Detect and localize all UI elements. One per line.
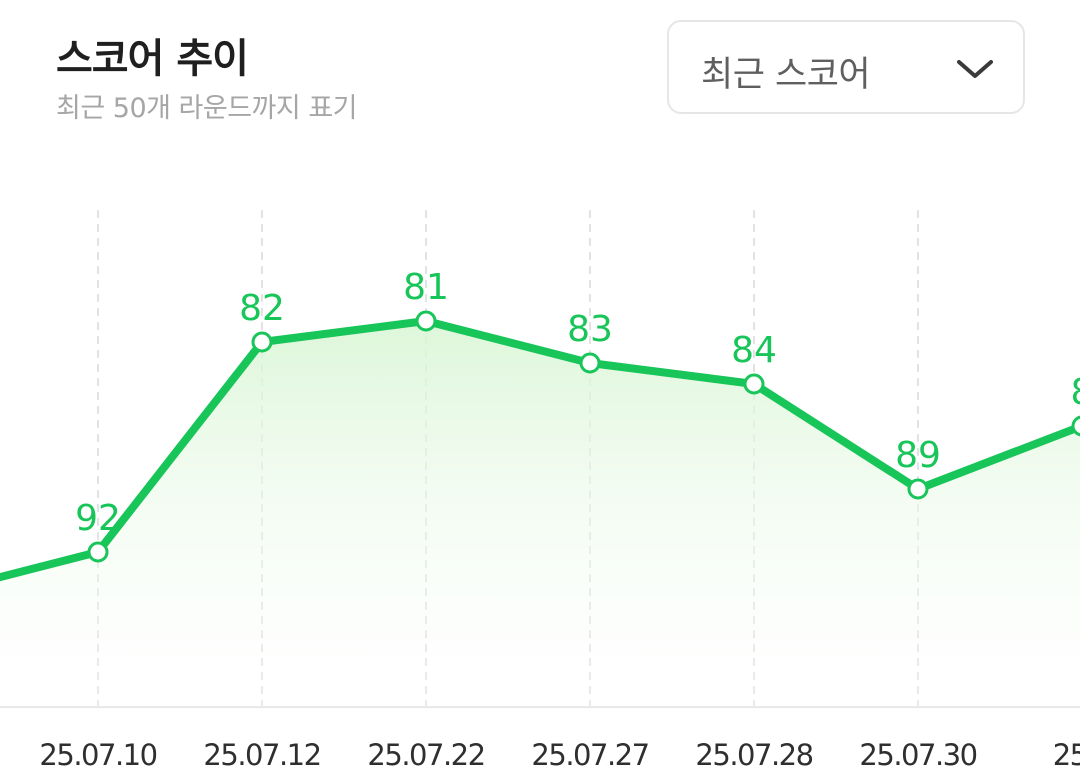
data-label: 83 (567, 309, 613, 350)
data-label: 81 (403, 267, 449, 308)
x-tick-label: 25.07.12 (203, 738, 320, 771)
data-point[interactable] (251, 331, 273, 353)
series-area (0, 321, 1080, 707)
data-label: 89 (895, 435, 941, 476)
x-tick-label: 25.0 (1053, 738, 1080, 771)
data-label: 84 (731, 330, 777, 371)
data-point[interactable] (907, 478, 929, 500)
x-tick-label: 25.07.27 (531, 738, 648, 771)
data-label: 92 (75, 498, 121, 539)
series-line (0, 317, 1080, 582)
x-tick-label: 25.07.10 (39, 738, 156, 771)
chart-header: 스코어 추이 최근 50개 라운드까지 표기 최근 스코어 (0, 0, 1080, 140)
data-point[interactable] (1071, 415, 1080, 437)
data-label: 82 (239, 288, 285, 329)
chart-subtitle: 최근 50개 라운드까지 표기 (56, 93, 358, 124)
data-points (87, 310, 1080, 563)
x-tick-label: 25.07.30 (859, 738, 976, 771)
x-tick-label: 25.07.28 (695, 738, 812, 771)
data-point[interactable] (579, 352, 601, 374)
chevron-down-icon (957, 60, 993, 78)
dropdown-selected-value: 최근 스코어 (701, 55, 871, 95)
data-label: 8 (1071, 372, 1080, 413)
data-point[interactable] (743, 373, 765, 395)
x-tick-label: 25.07.22 (367, 738, 484, 771)
data-point[interactable] (415, 310, 437, 332)
x-tick-labels: 25.07.10 25.07.12 25.07.22 25.07.27 25.07.28… (39, 738, 1080, 771)
chart-title: 스코어 추이 (56, 36, 249, 82)
value-labels: 92 82 81 83 84 89 8 (75, 267, 1080, 539)
data-point[interactable] (87, 541, 109, 563)
score-filter-dropdown[interactable]: 최근 스코어 (667, 20, 1025, 114)
